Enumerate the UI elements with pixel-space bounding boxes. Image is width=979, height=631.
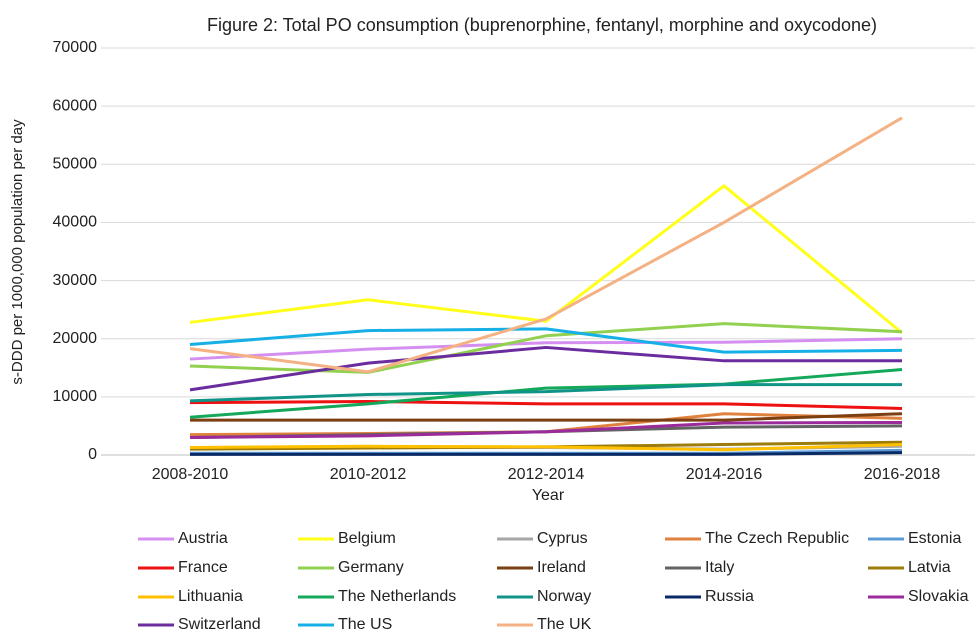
x-axis-label: Year [532, 487, 565, 504]
y-tick-label: 10000 [53, 388, 98, 405]
series-line [189, 420, 903, 440]
series-line [189, 184, 903, 335]
x-tick-label: 2012-2014 [508, 466, 585, 483]
y-tick-label: 20000 [53, 330, 98, 347]
series-line [189, 345, 902, 392]
legend-label: France [178, 559, 228, 576]
series-line [190, 451, 903, 456]
legend-label: Belgium [338, 530, 396, 547]
series-line [189, 337, 903, 361]
series-line [189, 443, 903, 452]
x-tick-label: 2010-2012 [330, 466, 407, 483]
y-tick-label: 50000 [53, 156, 98, 173]
series-line [189, 327, 903, 354]
legend-label: The Netherlands [338, 588, 456, 605]
x-tick-label: 2014-2016 [686, 466, 763, 483]
y-axis-label: s-DDD per 1000,000 population per day [9, 119, 26, 385]
legend-label: The US [338, 616, 392, 631]
y-tick-label: 0 [88, 446, 97, 463]
y-tick-label: 70000 [53, 39, 98, 56]
series-line [189, 383, 902, 403]
y-tick-label: 60000 [53, 97, 98, 114]
series-line [189, 116, 903, 374]
legend-label: Slovakia [908, 588, 969, 605]
y-tick-label: 30000 [53, 272, 98, 289]
legend-label: The Czech Republic [705, 530, 849, 547]
legend-label: Ireland [537, 559, 586, 576]
chart-title: Figure 2: Total PO consumption (buprenor… [207, 15, 877, 35]
series-line [189, 400, 903, 410]
legend-label: Switzerland [178, 616, 261, 631]
y-tick-label: 40000 [53, 214, 98, 231]
x-tick-label: 2016-2018 [864, 466, 941, 483]
series-line [189, 322, 903, 374]
series-line [189, 368, 903, 419]
legend-label: Russia [705, 588, 754, 605]
legend-label: Germany [338, 559, 404, 576]
x-tick-label: 2008-2010 [152, 466, 229, 483]
legend-label: Cyprus [537, 530, 588, 547]
legend-label: Italy [705, 559, 734, 576]
legend-label: The UK [537, 616, 592, 631]
legend-label: Estonia [908, 530, 961, 547]
legend-label: Norway [537, 588, 591, 605]
series-line [190, 412, 903, 422]
legend-label: Lithuania [178, 588, 243, 605]
legend-label: Austria [178, 530, 228, 547]
legend-label: Latvia [908, 559, 951, 576]
